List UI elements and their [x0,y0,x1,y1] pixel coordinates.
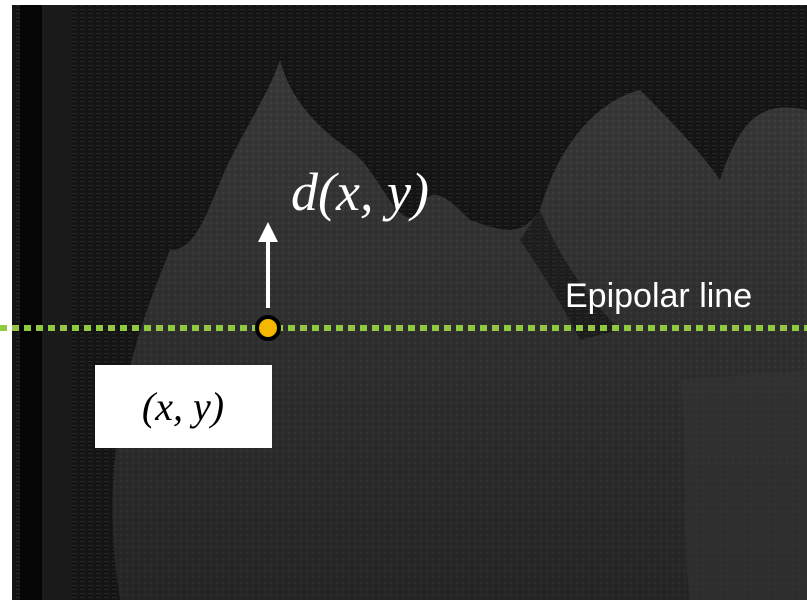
page: d(x, y) Epipolar line (x, y) (() => { co… [0,0,807,603]
line-label: Epipolar line [565,277,752,315]
figure: d(x, y) Epipolar line (x, y) [0,0,807,603]
point-label: (x, y) [142,384,224,429]
disparity-label: d(x, y) [291,162,429,222]
pixel-point [257,317,279,339]
